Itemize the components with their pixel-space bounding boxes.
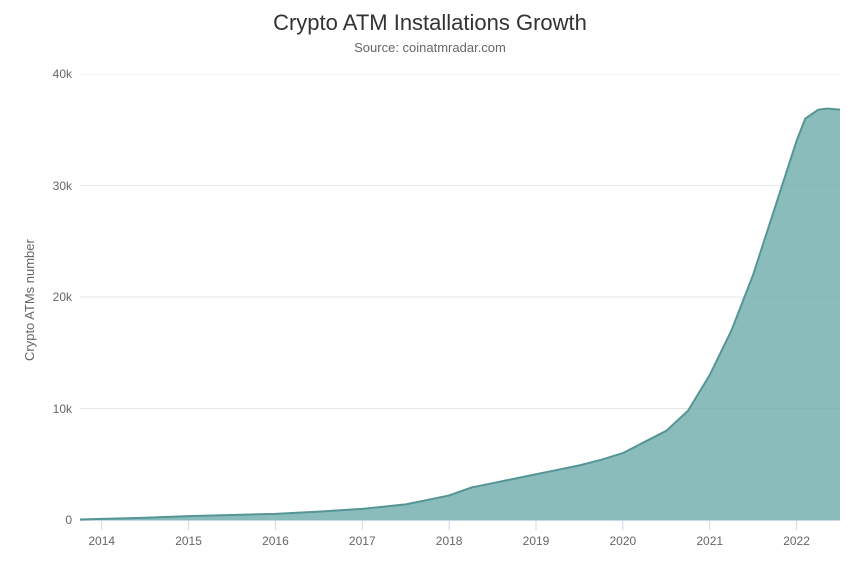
x-tick-label: 2015	[174, 534, 204, 548]
y-tick-label: 40k	[53, 67, 72, 81]
y-tick-label: 10k	[53, 402, 72, 416]
y-tick-label: 30k	[53, 179, 72, 193]
y-tick-label: 20k	[53, 290, 72, 304]
x-tick-label: 2017	[347, 534, 377, 548]
area-series	[80, 109, 840, 520]
x-tick-label: 2018	[434, 534, 464, 548]
chart-title: Crypto ATM Installations Growth	[0, 10, 860, 36]
x-tick-label: 2014	[87, 534, 117, 548]
x-tick-label: 2019	[521, 534, 551, 548]
x-tick-label: 2021	[695, 534, 725, 548]
chart-subtitle: Source: coinatmradar.com	[0, 40, 860, 55]
y-axis-label: Crypto ATMs number	[22, 239, 37, 361]
x-tick-label: 2022	[782, 534, 812, 548]
x-tick-label: 2016	[260, 534, 290, 548]
y-tick-label: 0	[65, 513, 72, 527]
plot-area	[80, 74, 840, 532]
chart-container: Crypto ATM Installations Growth Source: …	[0, 0, 860, 572]
x-tick-label: 2020	[608, 534, 638, 548]
